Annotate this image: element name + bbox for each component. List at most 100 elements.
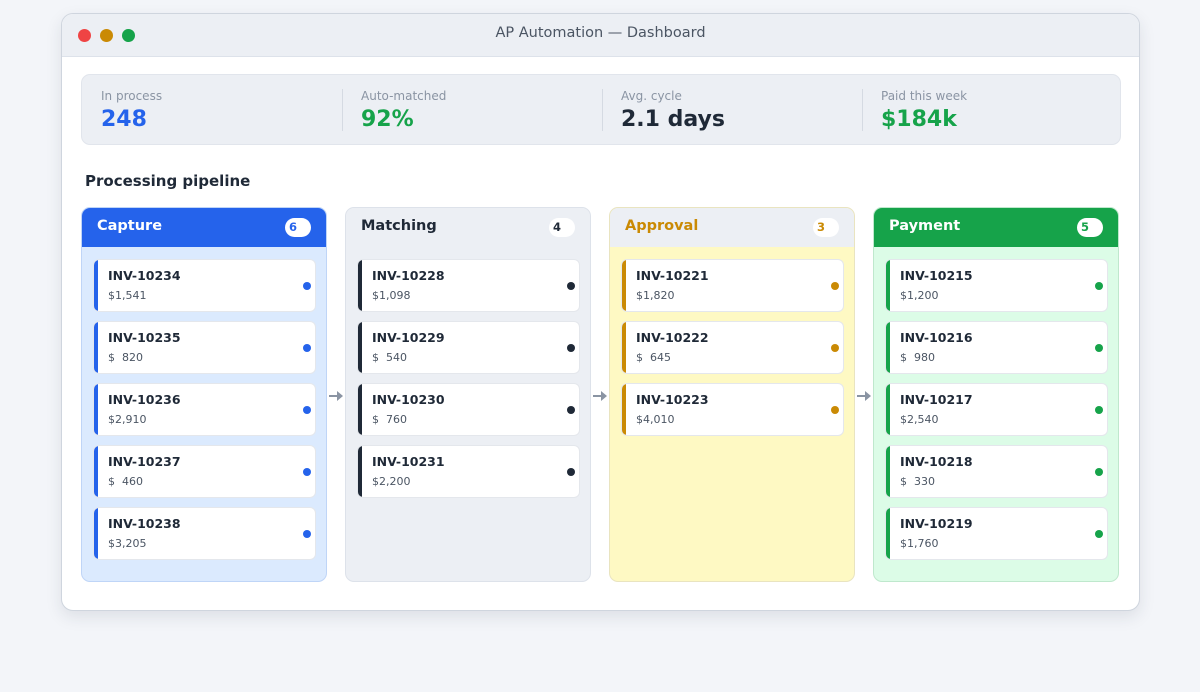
invoice-amount: $2,910 <box>108 413 147 426</box>
stat-label: Paid this week <box>881 89 968 103</box>
stat-label: Auto-matched <box>361 89 447 103</box>
invoice-id: INV-10235 <box>108 330 181 345</box>
status-dot-icon <box>303 344 311 352</box>
invoice-card[interactable]: INV-10218 $ 330 <box>885 445 1108 498</box>
invoice-card[interactable]: INV-10217 $2,540 <box>885 383 1108 436</box>
title-bar: AP Automation — Dashboard <box>62 14 1139 57</box>
invoice-amount: $2,540 <box>900 413 939 426</box>
invoice-amount: $ 760 <box>372 413 407 426</box>
stat-label: Avg. cycle <box>621 89 682 103</box>
invoice-card[interactable]: INV-10235 $ 820 <box>93 321 316 374</box>
invoice-card[interactable]: INV-10230 $ 760 <box>357 383 580 436</box>
status-dot-icon <box>1095 468 1103 476</box>
column-count-badge: 5 <box>1077 218 1103 237</box>
status-dot-icon <box>1095 282 1103 290</box>
card-accent-bar <box>358 384 362 435</box>
section-title: Processing pipeline <box>85 172 251 190</box>
invoice-card[interactable]: INV-10237 $ 460 <box>93 445 316 498</box>
invoice-card[interactable]: INV-10216 $ 980 <box>885 321 1108 374</box>
status-dot-icon <box>1095 530 1103 538</box>
invoice-card[interactable]: INV-10221 $1,820 <box>621 259 844 312</box>
invoice-id: INV-10228 <box>372 268 445 283</box>
column-title: Matching <box>361 218 437 234</box>
pipeline-column-payment: Payment 5 INV-10215 $1,200 INV-10216 $ 980 INV… <box>873 207 1119 582</box>
invoice-card[interactable]: INV-10222 $ 645 <box>621 321 844 374</box>
status-dot-icon <box>831 282 839 290</box>
status-dot-icon <box>567 468 575 476</box>
status-dot-icon <box>567 406 575 414</box>
divider <box>342 89 343 131</box>
card-accent-bar <box>886 508 890 559</box>
card-accent-bar <box>886 322 890 373</box>
stat-paid-this-week: Paid this week $184k <box>862 75 1122 144</box>
invoice-card[interactable]: INV-10234 $1,541 <box>93 259 316 312</box>
minimize-window-button[interactable] <box>100 29 113 42</box>
invoice-amount: $ 980 <box>900 351 935 364</box>
invoice-amount: $1,098 <box>372 289 411 302</box>
status-dot-icon <box>831 344 839 352</box>
invoice-id: INV-10238 <box>108 516 181 531</box>
status-dot-icon <box>303 406 311 414</box>
invoice-amount: $ 460 <box>108 475 143 488</box>
stats-bar: In process 248 Auto-matched 92% Avg. cyc… <box>81 74 1121 145</box>
invoice-amount: $1,820 <box>636 289 675 302</box>
column-header: Approval 3 <box>610 208 854 247</box>
arrow-right-icon <box>593 391 607 401</box>
invoice-card[interactable]: INV-10238 $3,205 <box>93 507 316 560</box>
divider <box>862 89 863 131</box>
invoice-amount: $1,200 <box>900 289 939 302</box>
invoice-id: INV-10217 <box>900 392 973 407</box>
column-count-badge: 3 <box>813 218 839 237</box>
card-accent-bar <box>886 384 890 435</box>
column-header: Capture 6 <box>82 208 326 247</box>
invoice-id: INV-10223 <box>636 392 709 407</box>
card-accent-bar <box>886 446 890 497</box>
arrow-right-icon <box>329 391 343 401</box>
card-accent-bar <box>94 446 98 497</box>
invoice-id: INV-10230 <box>372 392 445 407</box>
stat-label: In process <box>101 89 163 103</box>
stat-avg-cycle: Avg. cycle 2.1 days <box>602 75 862 144</box>
status-dot-icon <box>303 530 311 538</box>
close-window-button[interactable] <box>78 29 91 42</box>
card-accent-bar <box>622 260 626 311</box>
invoice-card[interactable]: INV-10229 $ 540 <box>357 321 580 374</box>
invoice-id: INV-10222 <box>636 330 709 345</box>
invoice-card[interactable]: INV-10236 $2,910 <box>93 383 316 436</box>
card-accent-bar <box>622 322 626 373</box>
column-header: Payment 5 <box>874 208 1118 247</box>
invoice-id: INV-10231 <box>372 454 445 469</box>
invoice-card[interactable]: INV-10231 $2,200 <box>357 445 580 498</box>
card-accent-bar <box>358 446 362 497</box>
card-accent-bar <box>94 508 98 559</box>
app-window: AP Automation — Dashboard In process 248… <box>61 13 1140 611</box>
invoice-amount: $ 645 <box>636 351 671 364</box>
status-dot-icon <box>303 282 311 290</box>
invoice-card[interactable]: INV-10228 $1,098 <box>357 259 580 312</box>
divider <box>602 89 603 131</box>
arrow-right-icon <box>857 391 871 401</box>
column-count-badge: 4 <box>549 218 575 237</box>
invoice-id: INV-10221 <box>636 268 709 283</box>
invoice-id: INV-10229 <box>372 330 445 345</box>
invoice-id: INV-10234 <box>108 268 181 283</box>
stat-auto-matched: Auto-matched 92% <box>342 75 602 144</box>
card-accent-bar <box>94 322 98 373</box>
invoice-amount: $1,760 <box>900 537 939 550</box>
status-dot-icon <box>567 344 575 352</box>
invoice-card[interactable]: INV-10215 $1,200 <box>885 259 1108 312</box>
pipeline-column-approval: Approval 3 INV-10221 $1,820 INV-10222 $ 645 IN… <box>609 207 855 582</box>
card-accent-bar <box>358 322 362 373</box>
invoice-amount: $ 330 <box>900 475 935 488</box>
invoice-card[interactable]: INV-10219 $1,760 <box>885 507 1108 560</box>
column-title: Payment <box>889 218 961 234</box>
column-header: Matching 4 <box>346 208 590 247</box>
status-dot-icon <box>831 406 839 414</box>
status-dot-icon <box>1095 344 1103 352</box>
zoom-window-button[interactable] <box>122 29 135 42</box>
stat-in-process: In process 248 <box>82 75 342 144</box>
invoice-card[interactable]: INV-10223 $4,010 <box>621 383 844 436</box>
card-accent-bar <box>622 384 626 435</box>
stat-value: $184k <box>881 107 957 132</box>
stat-value: 92% <box>361 107 414 132</box>
